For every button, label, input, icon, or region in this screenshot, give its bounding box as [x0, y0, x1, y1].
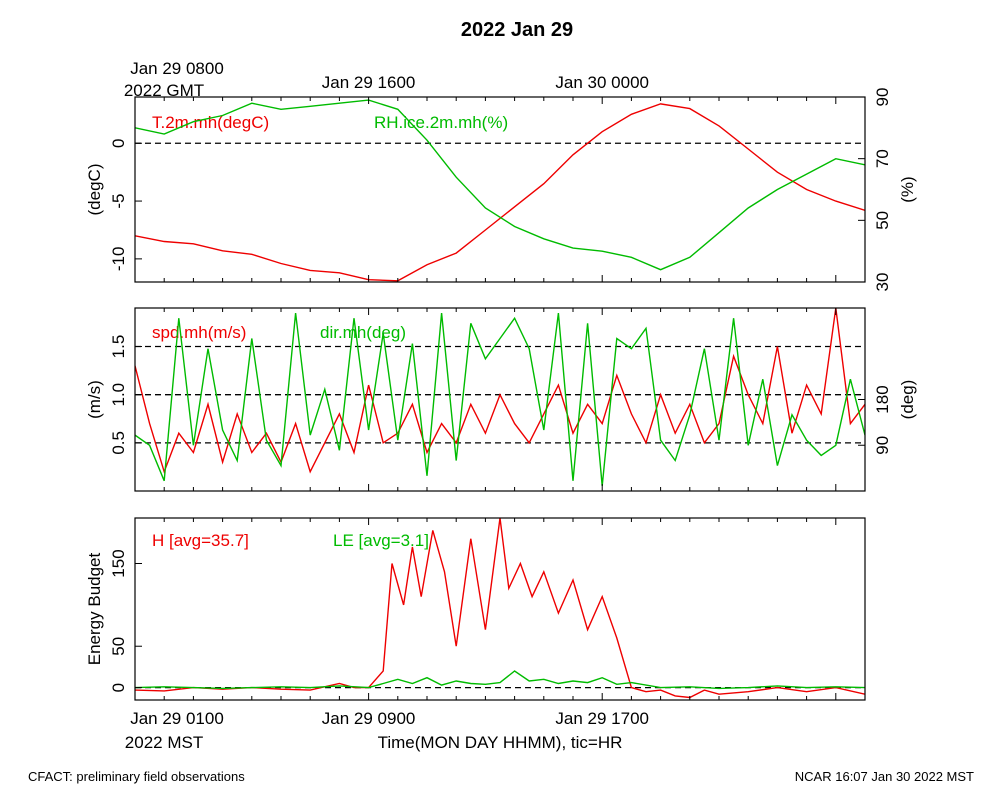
legend-entry: T.2m.mh(degC) — [152, 113, 269, 132]
y-axis-title-left: (degC) — [85, 164, 104, 216]
y-tick-label-left: 1.5 — [109, 335, 128, 359]
y-axis-title-left: (m/s) — [85, 380, 104, 419]
bottom-tick-label: Jan 29 0100 — [130, 709, 224, 728]
series-line-h-avg-35-7- — [135, 518, 865, 699]
footer-right: NCAR 16:07 Jan 30 2022 MST — [795, 769, 974, 784]
y-tick-label-left: 0.5 — [109, 431, 128, 455]
y-tick-label-left: -5 — [109, 194, 128, 209]
legend-entry: LE [avg=3.1] — [333, 531, 429, 550]
top-time-axis: Jan 29 0800 Jan 29 1600 Jan 30 0000 — [130, 59, 649, 92]
y-tick-label-right: 70 — [873, 149, 892, 168]
panels: T.2m.mh(degC) RH.ice.2m.mh(%) 0 -5 -10 (degC)… — [85, 88, 917, 701]
top-tick-label: Jan 29 0800 — [130, 59, 224, 78]
footer-left: CFACT: preliminary field observations — [28, 769, 245, 784]
panel-frame — [134, 96, 866, 283]
panel-frame — [134, 517, 866, 701]
y-axis-title-right: (deg) — [898, 380, 917, 420]
y-tick-label-left: 50 — [109, 637, 128, 656]
panel-wind: spd.mh(m/s) dir.mh(deg) 0.5 1.0 1.5 (m/s) 90 18… — [85, 307, 917, 492]
y-tick-label-left: 0 — [109, 139, 128, 148]
legend-entry: H [avg=35.7] — [152, 531, 249, 550]
gmt-year-label: 2022 GMT — [124, 81, 204, 100]
panel-temperature_rh: T.2m.mh(degC) RH.ice.2m.mh(%) 0 -5 -10 (degC)… — [85, 88, 917, 292]
y-tick-label-left: -10 — [109, 247, 128, 272]
panel-energy_budget: H [avg=35.7] LE [avg=3.1] 0 50 150 Energy Bud… — [85, 517, 866, 701]
x-axis-title: Time(MON DAY HHMM), tic=HR — [378, 733, 623, 752]
legend-entry: RH.ice.2m.mh(%) — [374, 113, 508, 132]
series-line-t-2m-mh-degc- — [135, 103, 865, 282]
y-tick-label-right: 50 — [873, 211, 892, 230]
y-tick-label-right: 180 — [873, 385, 892, 413]
y-tick-label-right: 90 — [873, 88, 892, 107]
y-axis-title-left: Energy Budget — [85, 552, 104, 665]
bottom-tick-label: Jan 29 0900 — [322, 709, 416, 728]
legend-entry: spd.mh(m/s) — [152, 323, 246, 342]
y-tick-label-right: 30 — [873, 273, 892, 292]
top-tick-label: Jan 29 1600 — [322, 73, 416, 92]
chart-title: 2022 Jan 29 — [461, 19, 573, 41]
series-line-dir-mh-deg- — [135, 313, 865, 486]
y-tick-label-left: 1.0 — [109, 383, 128, 407]
series-line-rh-ice-2m-mh- — [135, 99, 865, 271]
series-line-spd-mh-m-s- — [135, 308, 865, 474]
y-tick-label-left: 150 — [109, 549, 128, 577]
legend-entry: dir.mh(deg) — [320, 323, 406, 342]
series-line-le-avg-3-1- — [135, 670, 865, 690]
y-axis-title-right: (%) — [898, 176, 917, 202]
top-tick-label: Jan 30 0000 — [555, 73, 649, 92]
y-tick-label-left: 0 — [109, 683, 128, 692]
y-tick-label-right: 90 — [873, 436, 892, 455]
bottom-time-axis: Jan 29 0100 Jan 29 0900 Jan 29 1700 — [130, 709, 649, 728]
bottom-tick-label: Jan 29 1700 — [555, 709, 649, 728]
mst-year-label: 2022 MST — [125, 733, 203, 752]
